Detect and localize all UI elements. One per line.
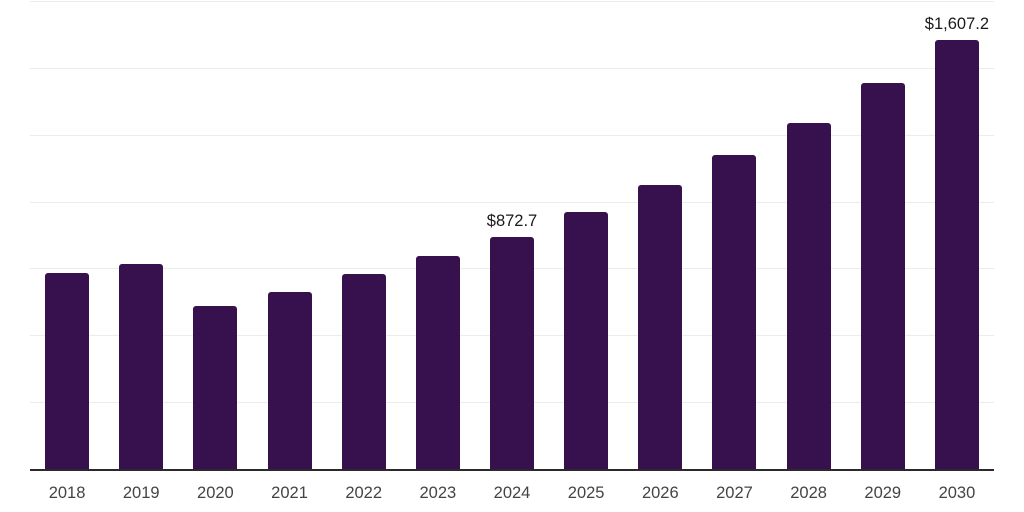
bar-2019[interactable] bbox=[119, 263, 164, 470]
bar-2022[interactable] bbox=[341, 273, 386, 470]
x-axis-label-2025: 2025 bbox=[567, 484, 605, 502]
x-axis-label-2018: 2018 bbox=[48, 484, 86, 502]
value-label-2030: $1,607.2 bbox=[924, 15, 990, 34]
bar-2025[interactable] bbox=[564, 211, 609, 470]
bar-2027[interactable] bbox=[712, 155, 757, 470]
x-axis-label-2027: 2027 bbox=[716, 484, 753, 502]
plot-area: $872.7 $1,607.2 2018 2019 2020 2021 2022 2023 2… bbox=[30, 1, 994, 502]
x-axis-label-2026: 2026 bbox=[641, 484, 679, 502]
x-axis-label-2028: 2028 bbox=[790, 484, 827, 502]
value-label-2024: $872.7 bbox=[486, 211, 538, 230]
bar-2029[interactable] bbox=[860, 82, 905, 470]
gridline bbox=[30, 201, 994, 203]
bar-2018[interactable] bbox=[45, 272, 90, 470]
x-axis-label-2019: 2019 bbox=[122, 484, 160, 502]
bar-2020[interactable] bbox=[193, 306, 238, 470]
bar-2026[interactable] bbox=[638, 184, 683, 470]
x-axis-label-2024: 2024 bbox=[493, 484, 531, 502]
x-axis-label-2030: 2030 bbox=[938, 484, 976, 502]
x-axis-label-2023: 2023 bbox=[419, 484, 457, 502]
x-axis-line bbox=[30, 469, 994, 471]
x-axis-label-2029: 2029 bbox=[864, 484, 902, 502]
gridline bbox=[30, 1, 994, 2]
gridline bbox=[30, 67, 994, 69]
gridline bbox=[30, 134, 994, 136]
x-axis-label-2020: 2020 bbox=[197, 484, 234, 502]
bar-2024[interactable] bbox=[490, 236, 534, 470]
x-axis-label-2021: 2021 bbox=[271, 484, 308, 502]
bar-2028[interactable] bbox=[786, 122, 831, 470]
x-axis-label-2022: 2022 bbox=[345, 484, 383, 502]
bar-2023[interactable] bbox=[415, 256, 460, 470]
bar-2030[interactable] bbox=[934, 40, 979, 470]
bar-2021[interactable] bbox=[267, 291, 312, 470]
